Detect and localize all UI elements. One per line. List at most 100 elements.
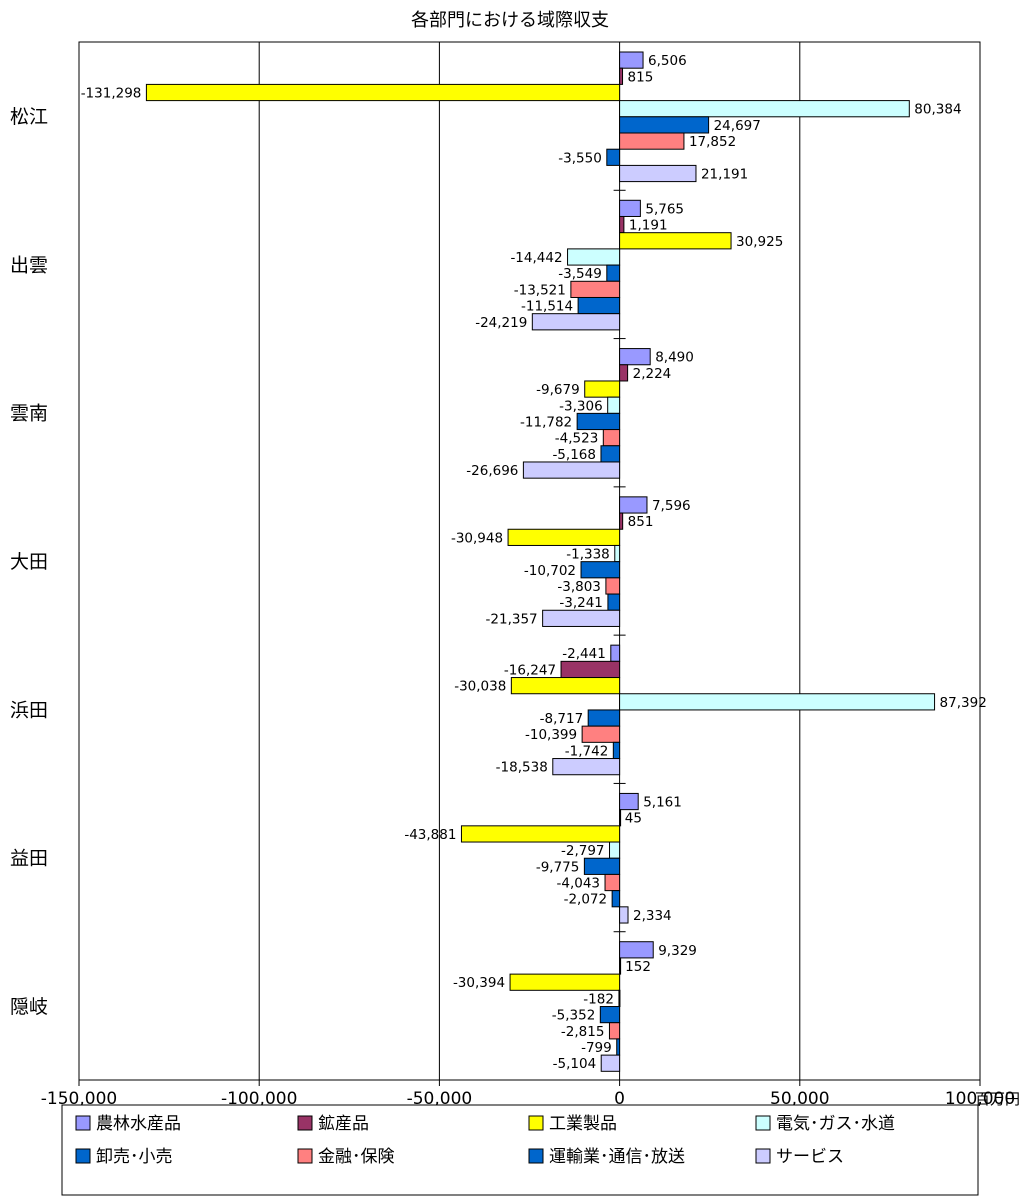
data-label: 2,334 <box>633 908 672 924</box>
bar <box>614 544 621 563</box>
data-label: -3,241 <box>559 595 603 611</box>
bar <box>606 264 621 282</box>
data-label: 5,765 <box>645 201 684 217</box>
data-label: -11,782 <box>520 414 572 430</box>
bar <box>619 67 624 85</box>
legend-swatch <box>755 1148 771 1164</box>
data-label: -799 <box>581 1040 612 1056</box>
data-label: -1,338 <box>566 547 610 563</box>
data-label: 45 <box>625 811 642 827</box>
legend-swatch <box>75 1115 91 1131</box>
bar <box>581 725 621 743</box>
data-label: -3,549 <box>558 266 602 282</box>
bar <box>619 100 910 118</box>
bar <box>619 116 710 134</box>
bar <box>619 512 624 530</box>
bar <box>619 232 732 250</box>
bar <box>145 83 621 102</box>
category-label: 益田 <box>10 848 48 870</box>
data-label: -30,394 <box>453 975 505 991</box>
data-label: 87,392 <box>940 695 987 711</box>
bar <box>619 693 936 711</box>
category-label: 大田 <box>10 551 48 573</box>
data-label: -3,803 <box>557 579 601 595</box>
legend-swatch <box>297 1115 313 1131</box>
bar <box>619 957 622 975</box>
bar <box>619 906 629 924</box>
bar <box>587 709 621 727</box>
data-label: 5,161 <box>643 795 682 811</box>
bar <box>560 660 621 679</box>
bar <box>616 1038 621 1056</box>
bar <box>619 132 685 150</box>
bar <box>607 396 621 414</box>
legend-swatch <box>297 1148 313 1164</box>
data-label: 21,191 <box>701 167 748 183</box>
bar <box>507 528 621 546</box>
bar <box>509 973 621 991</box>
data-label: 1,191 <box>629 218 668 234</box>
bar <box>619 348 651 366</box>
x-tick-label: 50,000 <box>770 1089 829 1109</box>
data-label: -5,352 <box>552 1008 596 1024</box>
bar <box>602 429 621 447</box>
x-tick-label: 0 <box>614 1089 625 1109</box>
bar <box>580 561 621 579</box>
bar <box>583 857 621 875</box>
legend-swatch <box>528 1148 544 1164</box>
data-label: -43,881 <box>404 827 456 843</box>
bar <box>619 199 641 217</box>
bar <box>618 989 621 1008</box>
data-label: 851 <box>628 514 654 530</box>
data-label: -2,797 <box>561 843 605 859</box>
bar <box>612 741 621 760</box>
bar <box>600 1054 621 1072</box>
legend-label: 卸売･小売 <box>96 1147 173 1167</box>
data-label: -5,104 <box>553 1056 597 1072</box>
data-label: -2,072 <box>564 892 608 908</box>
legend-label: 金融･保険 <box>318 1147 395 1167</box>
data-label: -3,550 <box>558 150 602 166</box>
data-label: -18,538 <box>496 760 548 776</box>
data-label: -26,696 <box>466 463 518 479</box>
legend-box <box>61 1104 979 1196</box>
bar <box>599 1006 621 1024</box>
bar <box>619 164 697 183</box>
bar <box>552 758 621 776</box>
data-label: -30,038 <box>454 679 506 695</box>
bar <box>619 792 639 811</box>
data-label: -182 <box>583 991 614 1007</box>
legend-swatch <box>528 1115 544 1131</box>
bar <box>619 496 648 514</box>
bar <box>584 380 621 398</box>
data-label: 2,224 <box>633 366 672 382</box>
data-label: 815 <box>628 69 654 85</box>
data-label: -16,247 <box>504 662 556 678</box>
legend-label: 電気･ガス･水道 <box>776 1114 895 1134</box>
data-label: -10,399 <box>525 727 577 743</box>
unit-label: 百万円 <box>975 1090 1020 1108</box>
legend-label: サービス <box>776 1147 844 1167</box>
data-label: -30,948 <box>451 530 503 546</box>
plot-area: -150,000 -100,000 -50,000 0 50,000 100,000 松江 6… <box>10 41 1015 1109</box>
data-label: -13,521 <box>514 282 566 298</box>
bar <box>609 841 621 859</box>
data-label: -9,775 <box>536 859 580 875</box>
x-tick-label: -50,000 <box>407 1089 473 1109</box>
bar <box>607 593 621 611</box>
x-tick-label: -100,000 <box>221 1089 297 1109</box>
legend-label: 運輸業･通信･放送 <box>549 1147 685 1167</box>
bar <box>531 313 621 331</box>
data-label: -10,702 <box>524 563 576 579</box>
legend-swatch <box>75 1148 91 1164</box>
data-label: -2,815 <box>561 1024 605 1040</box>
data-label: -131,298 <box>81 86 142 102</box>
bar <box>542 609 621 627</box>
data-label: -2,441 <box>562 646 606 662</box>
bar <box>522 461 621 479</box>
bar <box>460 825 621 843</box>
category-label: 隠岐 <box>10 996 48 1018</box>
legend-label: 農林水産品 <box>96 1114 181 1134</box>
